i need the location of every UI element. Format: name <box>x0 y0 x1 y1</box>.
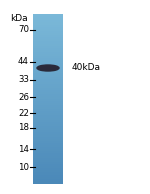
Text: 18: 18 <box>18 124 29 133</box>
Bar <box>33 69 63 72</box>
Bar <box>33 166 63 169</box>
Bar <box>33 134 63 137</box>
Bar <box>33 162 63 165</box>
Bar <box>33 105 63 107</box>
Bar <box>33 77 63 80</box>
Bar <box>33 73 63 76</box>
Bar <box>33 149 63 152</box>
Ellipse shape <box>37 65 59 71</box>
Bar <box>33 33 63 36</box>
Bar <box>33 124 63 126</box>
Bar <box>33 56 63 59</box>
Bar <box>33 52 63 55</box>
Bar <box>33 145 63 148</box>
Bar <box>33 172 63 175</box>
Bar <box>33 18 63 21</box>
Bar <box>33 168 63 171</box>
Bar <box>33 151 63 154</box>
Bar <box>33 48 63 50</box>
Bar <box>33 109 63 112</box>
Bar <box>33 37 63 40</box>
Bar <box>33 175 63 177</box>
Bar <box>33 181 63 184</box>
Bar <box>33 44 63 46</box>
Bar <box>33 141 63 143</box>
Bar <box>33 14 63 17</box>
Text: 33: 33 <box>18 75 29 85</box>
Bar <box>33 179 63 181</box>
Bar <box>33 65 63 67</box>
Bar <box>33 16 63 19</box>
Bar <box>33 58 63 61</box>
Bar <box>33 115 63 118</box>
Bar <box>33 39 63 42</box>
Bar <box>33 103 63 105</box>
Bar <box>33 111 63 114</box>
Bar <box>33 101 63 103</box>
Bar <box>33 82 63 84</box>
Bar <box>33 29 63 31</box>
Bar <box>33 27 63 29</box>
Bar <box>33 90 63 93</box>
Bar <box>33 75 63 78</box>
Bar <box>33 50 63 53</box>
Bar <box>33 160 63 162</box>
Text: 40kDa: 40kDa <box>72 63 101 73</box>
Bar <box>33 99 63 101</box>
Bar <box>33 156 63 158</box>
Bar <box>33 147 63 150</box>
Bar <box>33 130 63 133</box>
Bar <box>33 170 63 173</box>
Bar <box>33 86 63 88</box>
Bar <box>33 128 63 131</box>
Bar <box>33 25 63 27</box>
Bar <box>33 132 63 135</box>
Text: kDa: kDa <box>10 14 28 23</box>
Text: 70: 70 <box>18 25 29 35</box>
Bar <box>33 35 63 38</box>
Bar <box>33 46 63 48</box>
Bar <box>33 139 63 141</box>
Text: 14: 14 <box>18 145 29 153</box>
Bar <box>33 31 63 34</box>
Text: 26: 26 <box>18 93 29 101</box>
Bar <box>33 120 63 122</box>
Bar <box>33 92 63 95</box>
Bar <box>33 71 63 74</box>
Bar <box>33 63 63 65</box>
Text: 44: 44 <box>18 57 29 67</box>
Bar <box>33 158 63 160</box>
Bar <box>33 80 63 82</box>
Bar <box>33 42 63 44</box>
Bar <box>33 164 63 167</box>
Text: 22: 22 <box>18 108 29 118</box>
Bar <box>33 20 63 23</box>
Text: 10: 10 <box>18 163 29 171</box>
Bar <box>33 137 63 139</box>
Bar <box>33 113 63 116</box>
Bar <box>33 107 63 110</box>
Bar <box>33 54 63 57</box>
Bar <box>33 84 63 86</box>
Bar <box>33 122 63 124</box>
Bar <box>33 88 63 91</box>
Bar <box>33 96 63 99</box>
Bar <box>33 177 63 179</box>
Bar <box>33 61 63 63</box>
Bar <box>33 143 63 146</box>
Bar <box>33 23 63 25</box>
Bar <box>33 94 63 97</box>
Bar <box>33 153 63 156</box>
Bar <box>33 67 63 69</box>
Bar <box>33 118 63 120</box>
Bar <box>33 126 63 129</box>
